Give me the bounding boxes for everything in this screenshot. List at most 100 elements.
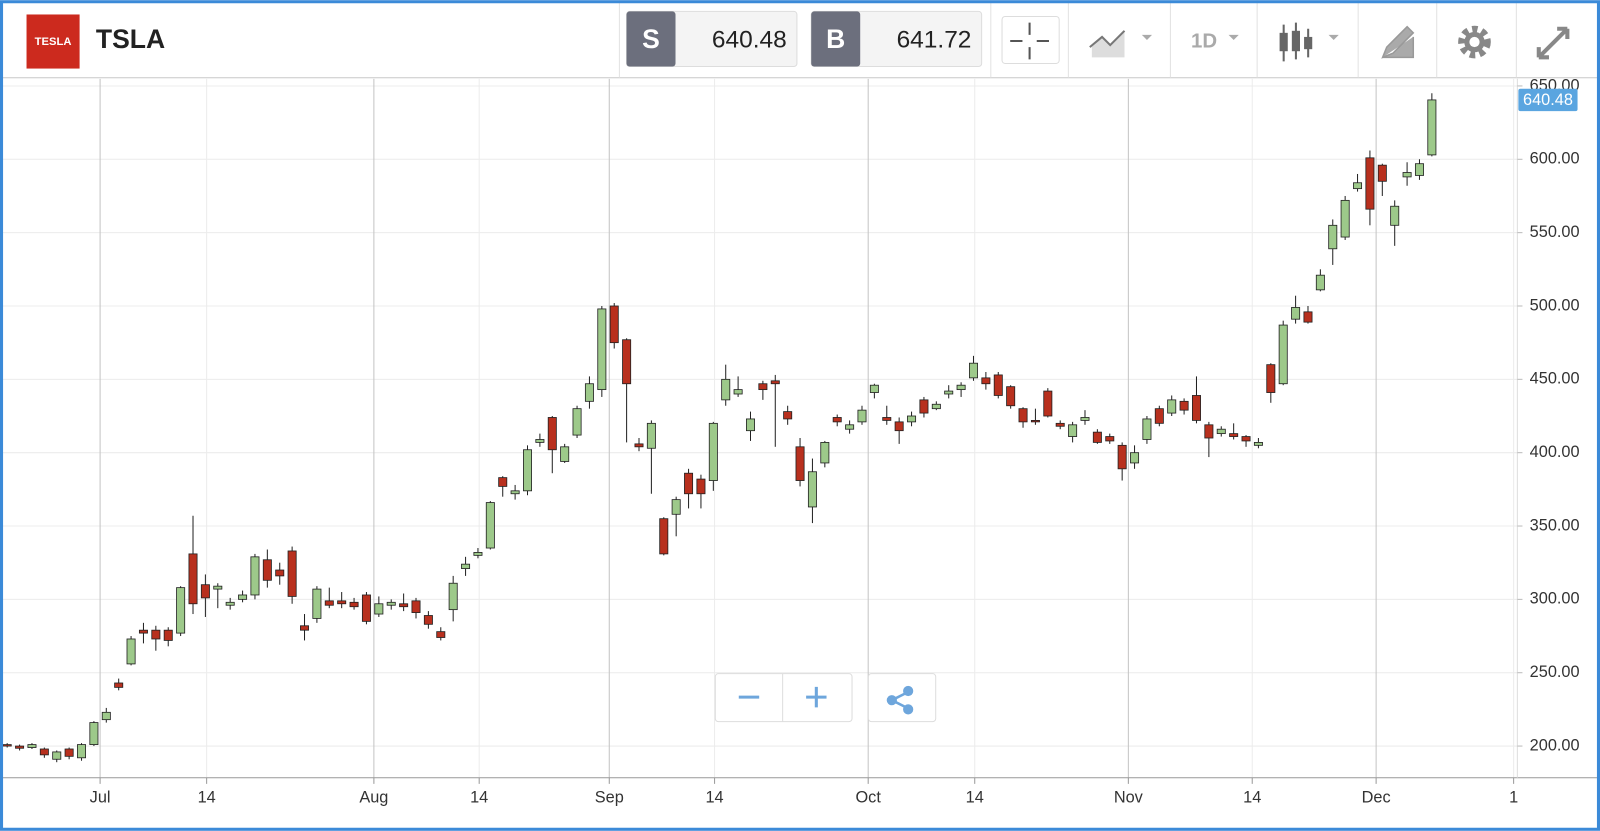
candle-body bbox=[1154, 408, 1164, 424]
candle-body bbox=[374, 603, 384, 615]
candle-body bbox=[1055, 422, 1065, 427]
candle-body bbox=[52, 751, 62, 760]
candle-body bbox=[510, 490, 520, 495]
candle-body bbox=[138, 629, 148, 634]
candle-body bbox=[188, 553, 198, 605]
candle-body bbox=[423, 615, 433, 625]
candle-body bbox=[560, 446, 570, 462]
candle-body bbox=[1229, 433, 1239, 437]
candle-body bbox=[597, 308, 607, 391]
candle-body bbox=[448, 582, 458, 611]
x-tick-label: Dec bbox=[1362, 788, 1391, 806]
candle-body bbox=[126, 638, 136, 665]
candle-body bbox=[721, 378, 731, 401]
candle-body bbox=[64, 748, 74, 757]
crosshair-icon bbox=[1010, 22, 1049, 60]
candle-body bbox=[1390, 205, 1400, 226]
candle-body bbox=[746, 418, 755, 432]
x-tick-label: 1 bbox=[1509, 788, 1518, 806]
candle-body bbox=[1030, 419, 1040, 423]
zoom-box bbox=[714, 673, 853, 723]
draw-button[interactable] bbox=[1381, 25, 1415, 59]
gear-teeth bbox=[1458, 25, 1491, 59]
candle-body bbox=[225, 601, 235, 606]
buy-button[interactable]: B 641.72 bbox=[810, 10, 983, 68]
share-box bbox=[867, 673, 937, 723]
candle-body bbox=[300, 625, 309, 631]
candle-body bbox=[1191, 395, 1201, 421]
dropdown-arrow bbox=[1141, 34, 1153, 40]
buy-label: B bbox=[826, 24, 845, 54]
sell-tag bbox=[626, 11, 676, 67]
candle-body bbox=[894, 421, 904, 432]
x-tick-label: 14 bbox=[705, 788, 723, 806]
candle-body bbox=[944, 390, 954, 395]
symbol: TSLA bbox=[96, 24, 165, 54]
candle-body bbox=[1018, 408, 1028, 423]
candle-body bbox=[535, 439, 545, 443]
x-tick-label: 14 bbox=[966, 788, 984, 806]
dropdown-arrow bbox=[1328, 34, 1339, 40]
candle-body bbox=[1427, 99, 1437, 156]
expand-icon bbox=[1536, 26, 1570, 60]
candle-body bbox=[1253, 442, 1263, 446]
candle-body bbox=[1068, 424, 1078, 437]
candle-body bbox=[907, 415, 917, 423]
candle-body bbox=[1340, 199, 1350, 238]
candle-body bbox=[1167, 399, 1177, 414]
candle-body bbox=[708, 422, 718, 481]
candle-body bbox=[646, 422, 656, 449]
sell-button[interactable]: S 640.48 bbox=[626, 10, 798, 68]
candle-body bbox=[696, 478, 706, 495]
candle-body bbox=[114, 682, 124, 688]
candle-body bbox=[820, 442, 830, 464]
crosshair-button[interactable] bbox=[1001, 16, 1060, 64]
candle-body bbox=[2, 744, 12, 747]
line-icon bbox=[1089, 30, 1126, 48]
candle-body bbox=[1105, 436, 1115, 442]
plot-area bbox=[0, 78, 1518, 778]
sell-label: S bbox=[642, 24, 660, 54]
x-tick-label: Sep bbox=[595, 788, 624, 806]
share-button[interactable] bbox=[867, 673, 937, 723]
chart-type-button[interactable] bbox=[1279, 22, 1339, 62]
compare-button[interactable] bbox=[1089, 30, 1153, 58]
candle-body bbox=[1365, 157, 1375, 210]
candle-body bbox=[1006, 386, 1016, 407]
candle-body bbox=[795, 446, 805, 481]
logo-text: TESLA bbox=[35, 36, 72, 48]
candle-body bbox=[411, 600, 421, 613]
candle-body bbox=[931, 403, 941, 410]
candle-body bbox=[659, 518, 669, 555]
candle-body bbox=[1130, 452, 1140, 464]
y-tick-label: 500.00 bbox=[1530, 296, 1580, 314]
candle-body bbox=[572, 408, 582, 436]
candle-body bbox=[1241, 436, 1251, 442]
candle-body bbox=[956, 384, 966, 391]
share-dot bbox=[903, 704, 914, 715]
gear-hole bbox=[1469, 36, 1480, 48]
candle-body bbox=[77, 744, 87, 759]
candle-body bbox=[1328, 224, 1338, 250]
interval-button[interactable]: 1D bbox=[1191, 30, 1239, 52]
axes: 200.00 250.00 300.00 350.00 400.00 450.00 500.… bbox=[90, 76, 1580, 806]
candle-body bbox=[1414, 163, 1424, 176]
candle-body bbox=[1266, 364, 1276, 393]
toolbar bbox=[0, 0, 1600, 78]
interval-label: 1D bbox=[1191, 30, 1217, 52]
logo bbox=[26, 14, 80, 69]
fullscreen-button[interactable] bbox=[1536, 26, 1570, 60]
zoom-controls bbox=[714, 673, 937, 723]
candle-body bbox=[349, 601, 359, 608]
candle-body bbox=[1204, 424, 1214, 439]
candle-body bbox=[832, 417, 842, 423]
x-tick-label: Aug bbox=[359, 788, 388, 806]
candle-body bbox=[919, 399, 929, 414]
candle-body bbox=[262, 559, 272, 581]
x-tick-label: Oct bbox=[855, 788, 881, 806]
y-tick-label: 450.00 bbox=[1530, 370, 1580, 388]
zoom-in-button[interactable] bbox=[806, 686, 827, 708]
settings-button[interactable] bbox=[1458, 25, 1491, 59]
